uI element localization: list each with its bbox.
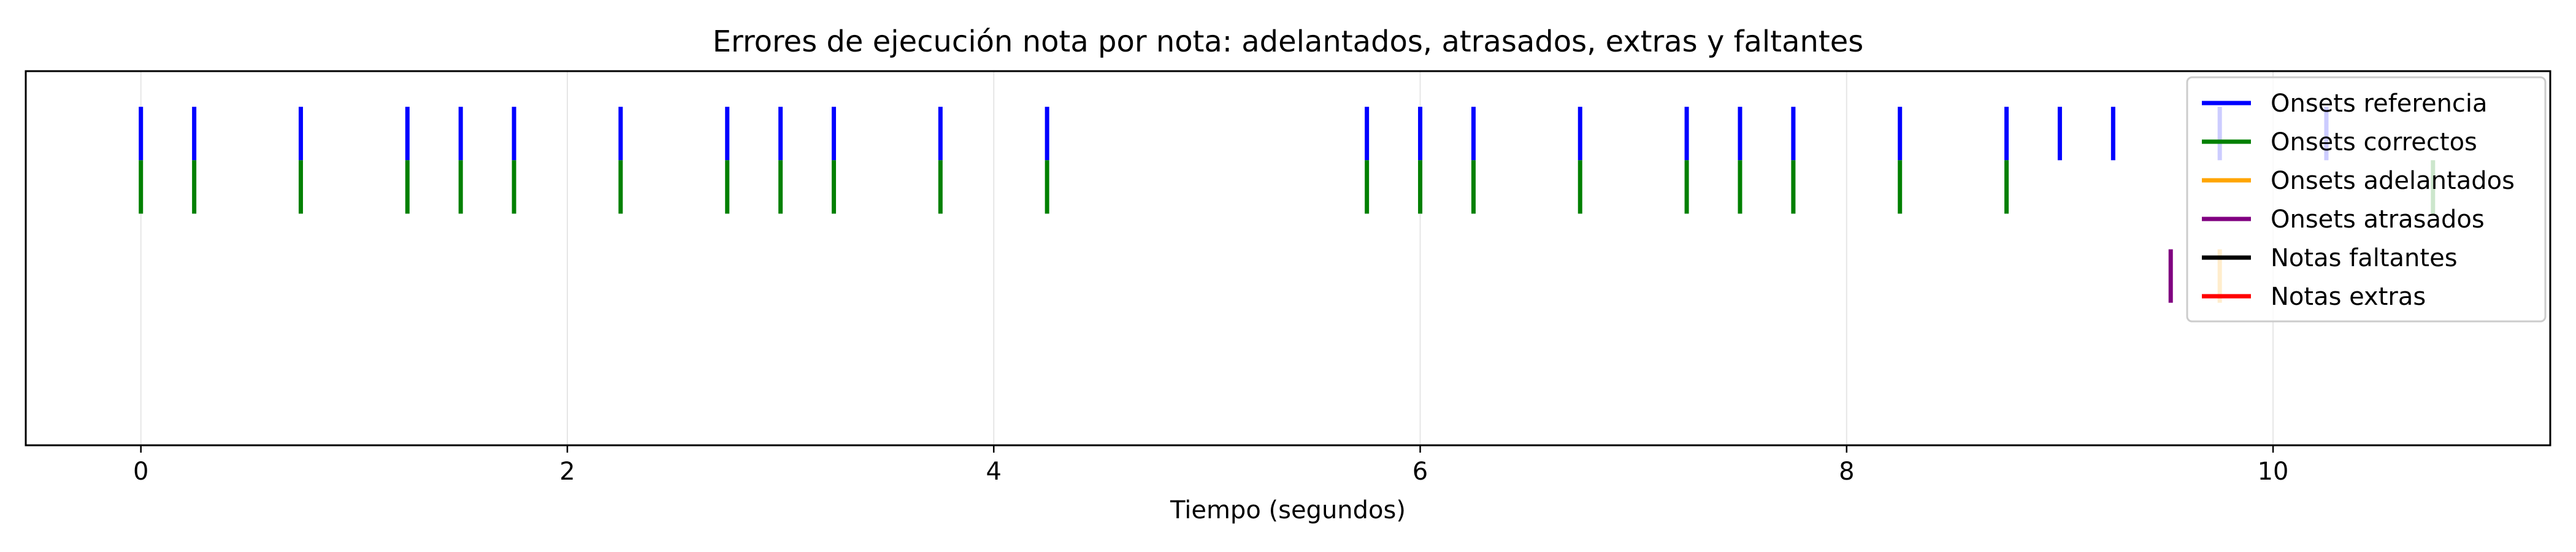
- legend-frame: [2186, 76, 2547, 323]
- legend-label: Onsets adelantados: [2271, 167, 2515, 195]
- x-tick-label: 0: [133, 458, 148, 486]
- chart-title: Errores de ejecución nota por nota: adel…: [713, 25, 1864, 59]
- event-marks: [139, 107, 2436, 303]
- x-axis: 0 2 4 6 8 10: [133, 445, 2289, 486]
- legend-label: Onsets correctos: [2271, 128, 2477, 156]
- legend-label: Onsets atrasados: [2271, 205, 2485, 234]
- legend-items: Onsets referencia Onsets correctos Onsets …: [2202, 90, 2515, 311]
- x-axis-label: Tiempo (segundos): [1170, 496, 1406, 524]
- legend-label: Notas faltantes: [2271, 244, 2458, 272]
- legend: Onsets referencia Onsets correctos Onsets …: [2186, 76, 2547, 323]
- legend-label: Onsets referencia: [2271, 90, 2488, 118]
- x-tick-label: 6: [1413, 458, 1428, 486]
- x-tick-label: 10: [2258, 458, 2289, 486]
- legend-label: Notas extras: [2271, 283, 2426, 311]
- x-tick-label: 4: [986, 458, 1002, 486]
- x-tick-label: 8: [1839, 458, 1854, 486]
- x-tick-label: 2: [559, 458, 575, 486]
- plot-frame: [25, 70, 2551, 447]
